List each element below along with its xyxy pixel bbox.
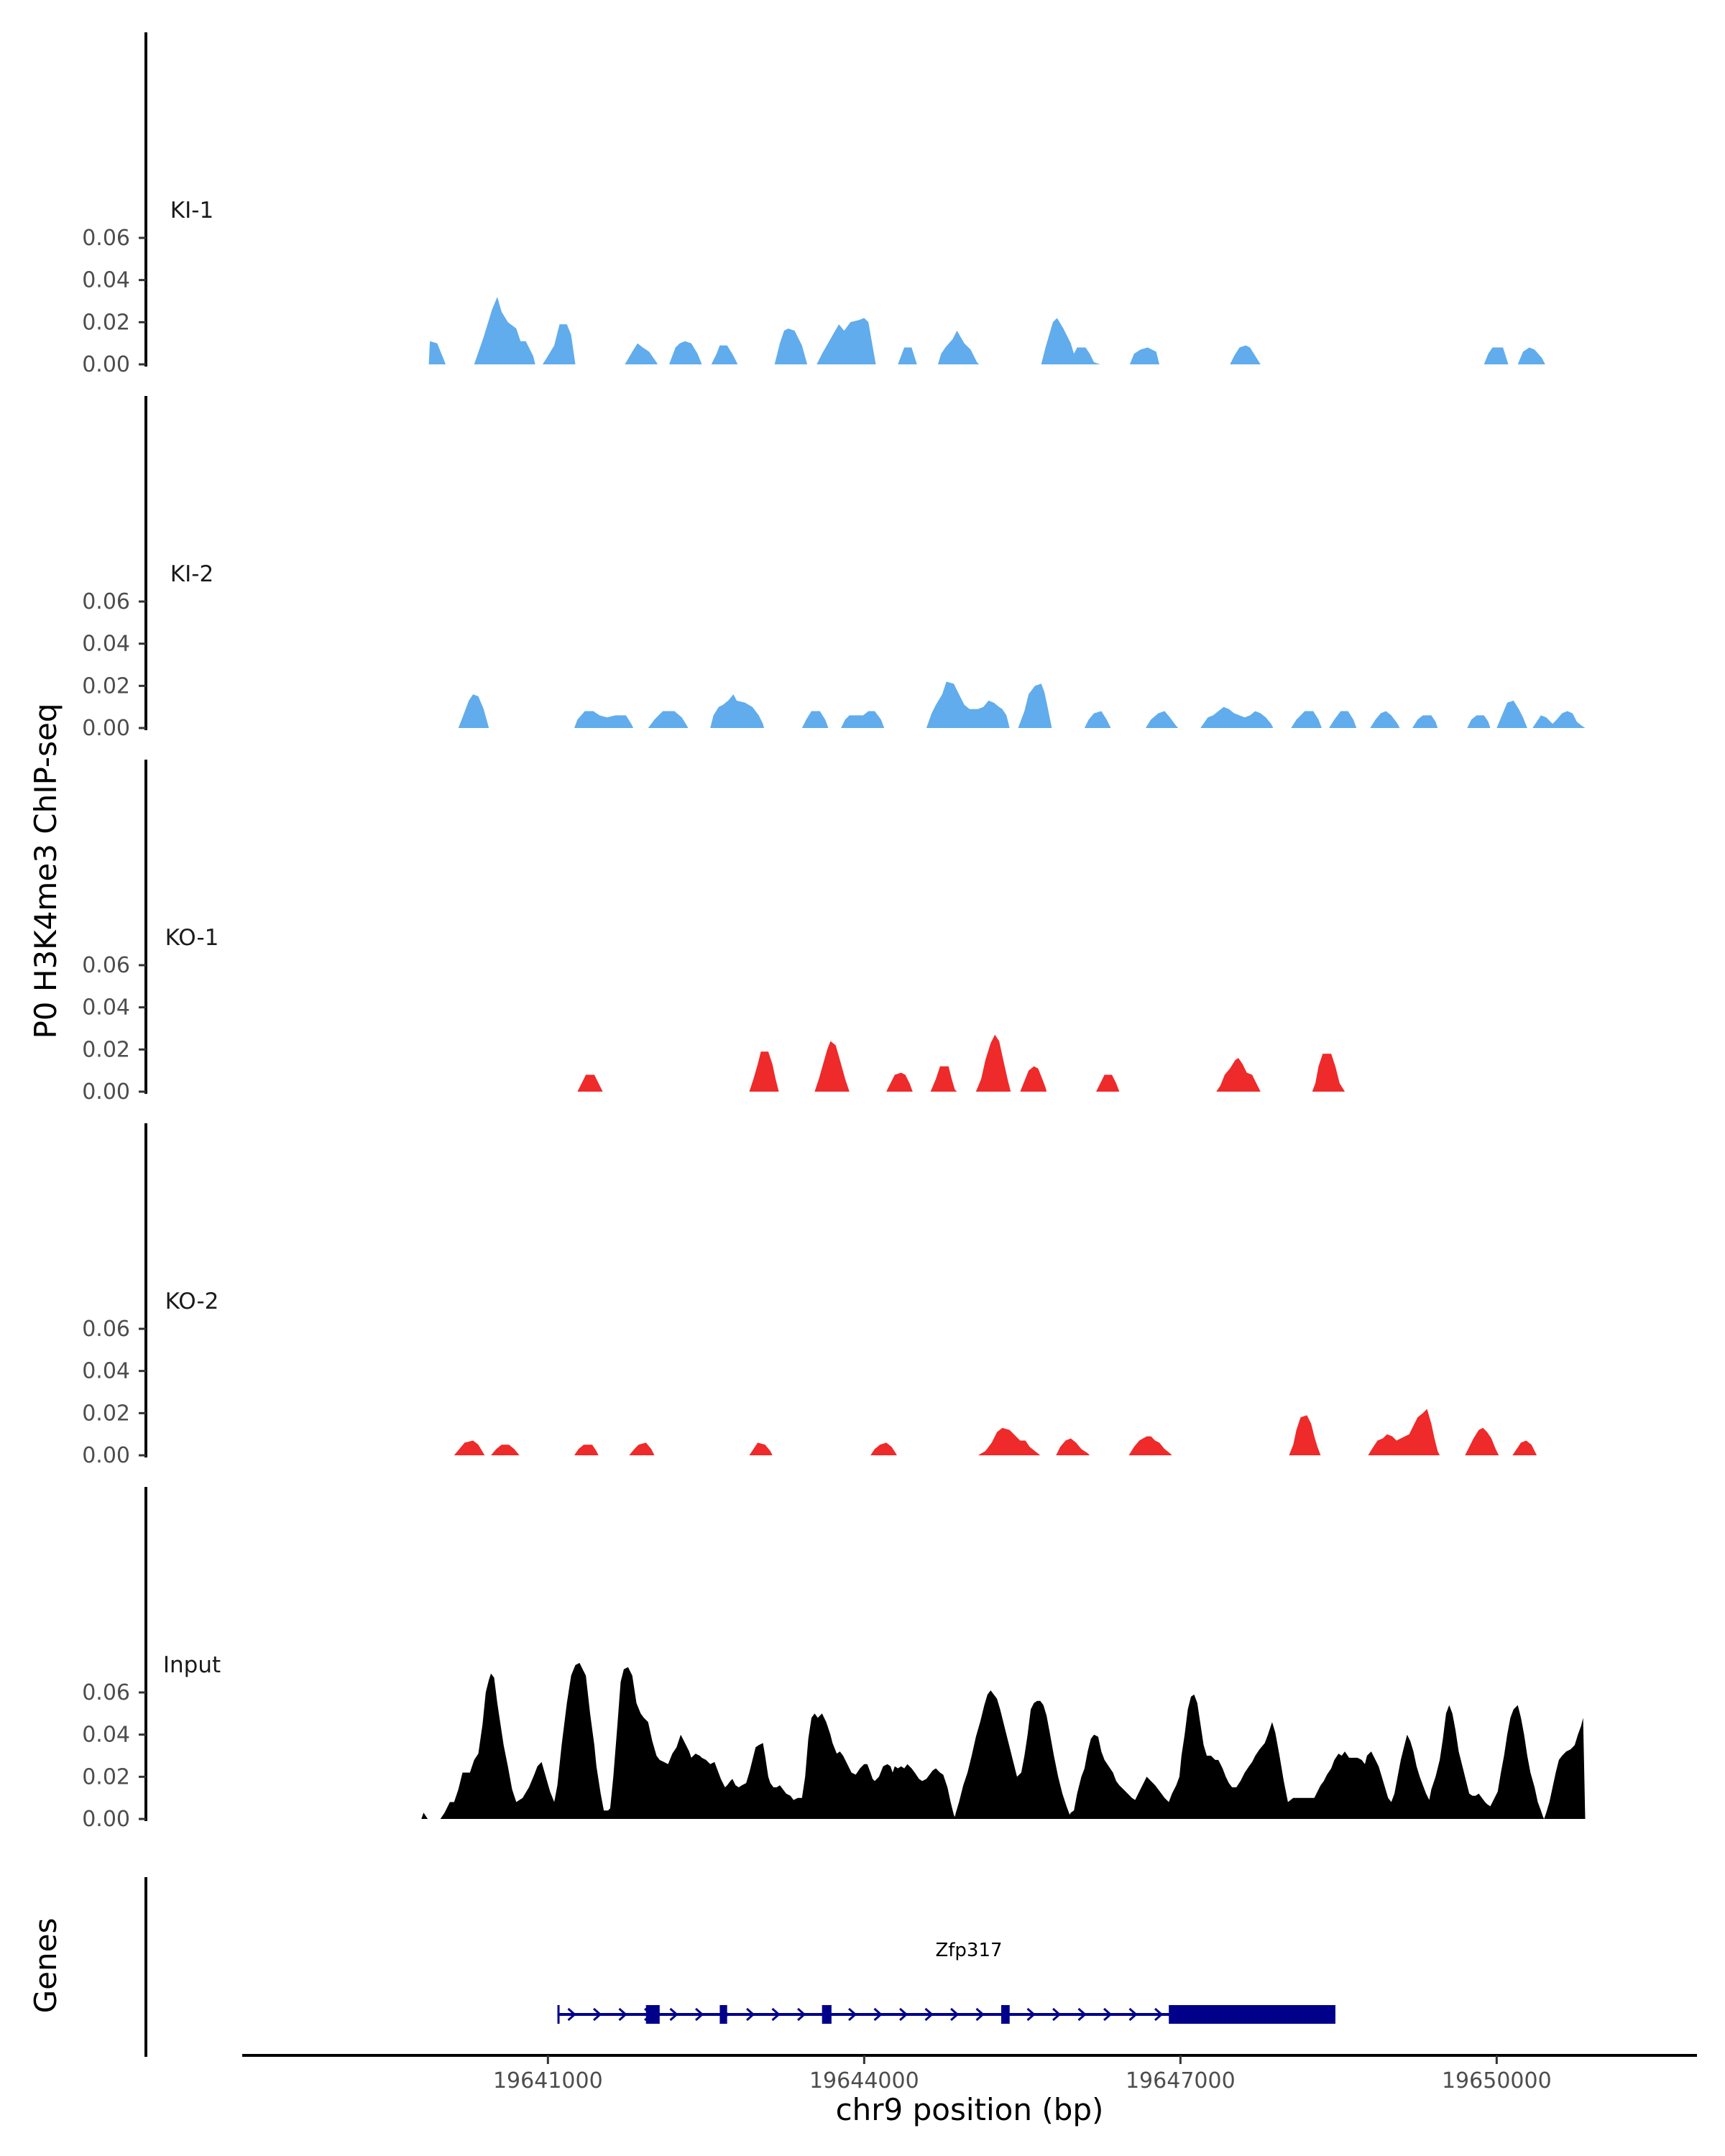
strand-arrow [1103,2007,1113,2022]
track-label: KI-1 [170,198,213,224]
signal-tracks: 0.00 0.02 0.04 0.06 KI-1 0.00 0.02 0.04 0.06 KI-2… [82,32,1586,1832]
track-label: KO-1 [165,925,219,951]
strand-arrow [1077,2007,1087,2022]
x-tick-label: 19644000 [809,2068,919,2093]
strand-arrow [669,2007,678,2022]
y-tick-label: 0.04 [82,268,130,293]
strand-arrow [797,2007,806,2022]
y-tick-label: 0.06 [82,1680,130,1705]
strand-arrow [1026,2007,1036,2022]
y-tick-label: 0.04 [82,995,130,1021]
y-tick-label: 0.04 [82,1723,130,1748]
strand-arrow [618,2007,627,2022]
x-tick-label: 19641000 [493,2068,603,2093]
y-tick-label: 0.00 [82,352,130,377]
track-label: KO-2 [165,1289,219,1314]
gene-exon [645,2005,660,2024]
gene-track-panel: 19641000 19644000 19647000 19650000 Zfp317 [144,1877,1697,2093]
track-label: Input [163,1652,221,1678]
gene-exon [822,2005,832,2024]
y-axis-title: P0 H3K4me3 ChIP-seq [28,703,63,1038]
strand-arrow [695,2007,704,2022]
y-tick-label: 0.00 [82,716,130,741]
gene-name-label: Zfp317 [935,1940,1002,1961]
strand-arrow [1052,2007,1062,2022]
strand-arrow [848,2007,857,2022]
track-ko-2: 0.00 0.02 0.04 0.06 KO-2 [82,1123,1537,1468]
x-axis-title: chr9 position (bp) [836,2092,1104,2127]
y-tick-label: 0.04 [82,632,130,657]
signal-area [454,1409,1537,1455]
y-tick-label: 0.06 [82,953,130,978]
signal-area [428,297,1545,364]
gene-exon [719,2005,727,2024]
strand-arrow [924,2007,934,2022]
strand-arrow [771,2007,781,2022]
y-tick-label: 0.02 [82,673,130,699]
y-tick-label: 0.00 [82,1807,130,1832]
strand-arrow [746,2007,755,2022]
track-input: 0.00 0.02 0.04 0.06 Input [82,1487,1586,1832]
strand-arrow [593,2007,602,2022]
gene-exon [1001,2005,1010,2024]
y-tick-label: 0.06 [82,1317,130,1342]
strand-arrow [567,2007,576,2022]
x-tick-label: 19647000 [1126,2068,1236,2093]
signal-area [577,1034,1346,1092]
y-tick-label: 0.02 [82,1037,130,1062]
gene-track-title: Genes [28,1918,63,2014]
gene-exon [1169,2005,1335,2024]
strand-arrow [899,2007,908,2022]
track-ki-1: 0.00 0.02 0.04 0.06 KI-1 [82,32,1545,377]
strand-arrow [1128,2007,1138,2022]
y-tick-label: 0.00 [82,1079,130,1105]
track-ko-1: 0.00 0.02 0.04 0.06 KO-1 [82,760,1346,1105]
y-tick-label: 0.04 [82,1359,130,1384]
strand-arrow [950,2007,960,2022]
gene-exon [557,2005,560,2024]
signal-area [421,1662,1586,1819]
y-tick-label: 0.02 [82,1401,130,1426]
y-tick-label: 0.00 [82,1443,130,1468]
strand-arrow [1154,2007,1164,2022]
strand-arrow [975,2007,985,2022]
track-label: KI-2 [170,561,213,587]
y-tick-label: 0.06 [82,589,130,614]
track-ki-2: 0.00 0.02 0.04 0.06 KI-2 [82,396,1586,741]
y-tick-label: 0.02 [82,310,130,335]
x-tick-label: 19650000 [1442,2068,1552,2093]
signal-area [458,681,1586,728]
y-tick-label: 0.06 [82,226,130,251]
strand-arrow [873,2007,883,2022]
y-tick-label: 0.02 [82,1764,130,1789]
